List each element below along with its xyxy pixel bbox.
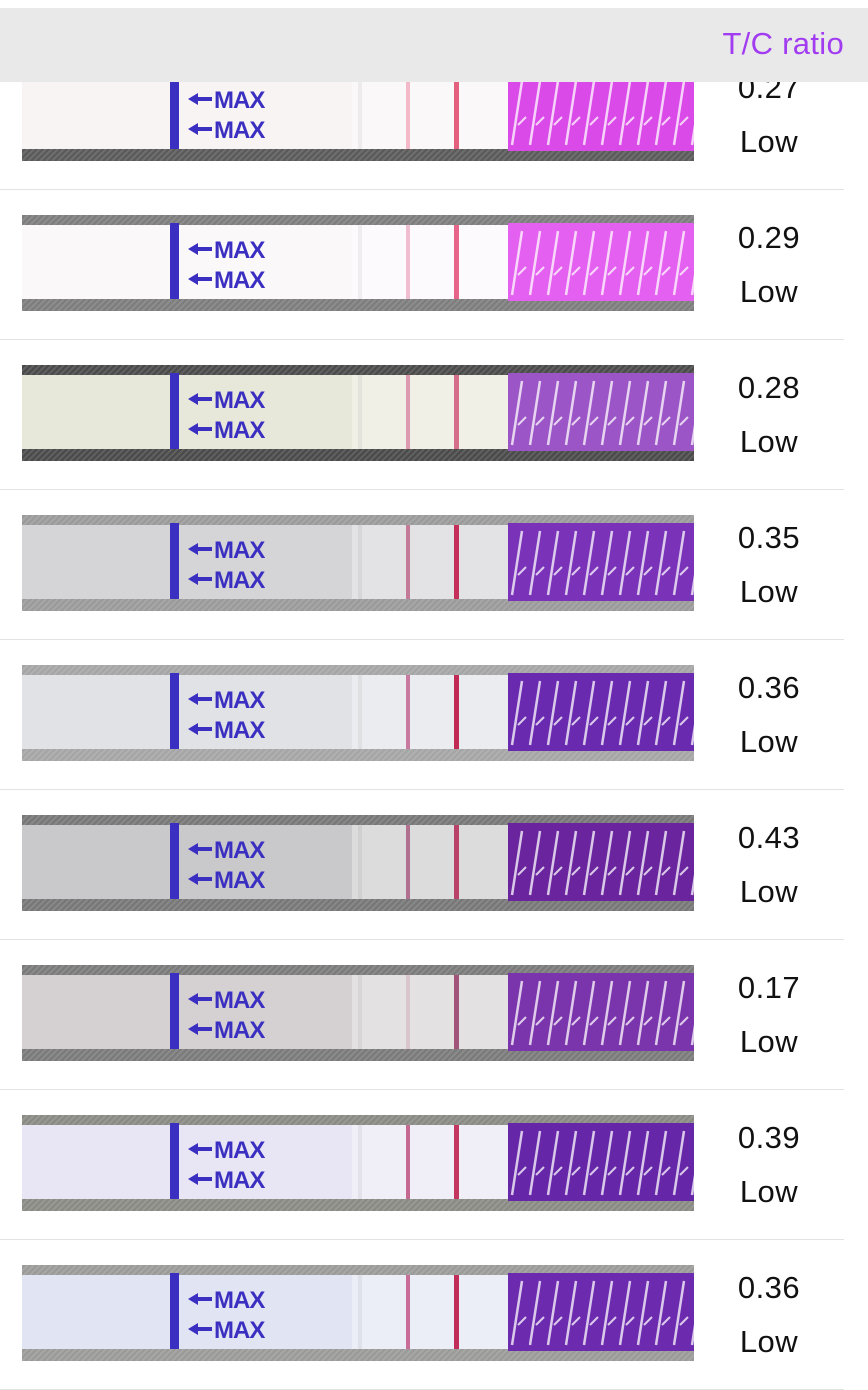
tc-ratio-value: 0.39 <box>737 1120 801 1155</box>
row-divider <box>0 789 844 790</box>
list-item[interactable]: MAX MAX 0.29 Low <box>0 190 868 340</box>
strip-body: MAX MAX <box>22 823 694 901</box>
svg-text:MAX: MAX <box>214 267 265 294</box>
svg-text:MAX: MAX <box>214 1287 265 1314</box>
level-label: Low <box>739 1324 799 1359</box>
level-label: Low <box>739 274 799 309</box>
svg-text:MAX: MAX <box>214 1137 265 1164</box>
test-line <box>406 525 410 599</box>
strip-body: MAX MAX <box>22 1123 694 1201</box>
test-line <box>406 1275 410 1349</box>
list-item[interactable]: MAX MAX 0.17 Low <box>0 940 868 1090</box>
test-line <box>406 225 410 299</box>
strip-body: MAX MAX <box>22 523 694 601</box>
svg-text:MAX: MAX <box>214 1017 265 1044</box>
header-bar: T/C ratio <box>0 8 868 82</box>
test-strip-image: MAX MAX <box>22 815 694 911</box>
level-label: Low <box>739 424 799 459</box>
test-line <box>406 825 410 899</box>
svg-text:MAX: MAX <box>214 1317 265 1344</box>
row-divider <box>0 1239 844 1240</box>
svg-text:MAX: MAX <box>214 1167 265 1194</box>
svg-text:MAX: MAX <box>214 417 265 444</box>
svg-text:MAX: MAX <box>214 237 265 264</box>
level-label: Low <box>739 574 799 609</box>
row-divider <box>0 939 844 940</box>
tc-ratio-value: 0.36 <box>737 670 801 705</box>
level-label: Low <box>739 1024 799 1059</box>
svg-text:MAX: MAX <box>214 987 265 1014</box>
strip-body: MAX MAX <box>22 973 694 1051</box>
svg-text:MAX: MAX <box>214 717 265 744</box>
control-line <box>454 825 459 899</box>
strip-body: MAX MAX <box>22 223 694 301</box>
list-item[interactable]: MAX MAX 0.28 Low <box>0 340 868 490</box>
test-line <box>406 675 410 749</box>
svg-text:MAX: MAX <box>214 537 265 564</box>
test-strip-image: MAX MAX <box>22 665 694 761</box>
svg-text:MAX: MAX <box>214 117 265 144</box>
test-strip-image: MAX MAX <box>22 365 694 461</box>
test-strip-image: MAX MAX <box>22 1115 694 1211</box>
control-line <box>454 225 459 299</box>
test-strip-image: MAX MAX <box>22 215 694 311</box>
svg-text:MAX: MAX <box>214 387 265 414</box>
svg-text:MAX: MAX <box>214 867 265 894</box>
control-line <box>454 1275 459 1349</box>
svg-text:MAX: MAX <box>214 687 265 714</box>
strip-body: MAX MAX <box>22 73 694 151</box>
column-header-tc-ratio[interactable]: T/C ratio <box>722 26 844 61</box>
tc-ratio-value: 0.28 <box>737 370 801 405</box>
list-item[interactable]: MAX MAX 0.36 Low <box>0 640 868 790</box>
strip-body: MAX MAX <box>22 673 694 751</box>
level-label: Low <box>739 724 799 759</box>
list-item[interactable]: MAX MAX 0.36 Low <box>0 1240 868 1390</box>
list-item[interactable]: MAX MAX 0.35 Low <box>0 490 868 640</box>
tc-ratio-value: 0.17 <box>737 970 801 1005</box>
level-label: Low <box>739 874 799 909</box>
list-item[interactable]: MAX MAX 0.43 Low <box>0 790 868 940</box>
level-label: Low <box>739 124 799 159</box>
control-line <box>454 525 459 599</box>
level-label: Low <box>739 1174 799 1209</box>
control-line <box>454 375 459 449</box>
svg-text:MAX: MAX <box>214 87 265 114</box>
test-line <box>406 975 410 1049</box>
test-strip-image: MAX MAX <box>22 515 694 611</box>
tc-ratio-value: 0.35 <box>737 520 801 555</box>
svg-text:MAX: MAX <box>214 567 265 594</box>
control-line <box>454 675 459 749</box>
row-divider <box>0 639 844 640</box>
strip-body: MAX MAX <box>22 1273 694 1351</box>
control-line <box>454 1125 459 1199</box>
control-line <box>454 75 459 149</box>
tc-ratio-value: 0.36 <box>737 1270 801 1305</box>
test-line <box>406 375 410 449</box>
list-item[interactable]: MAX MAX 0.39 Low <box>0 1090 868 1240</box>
svg-text:MAX: MAX <box>214 837 265 864</box>
test-strip-image: MAX MAX <box>22 1265 694 1361</box>
test-strip-image: MAX MAX <box>22 965 694 1061</box>
row-divider <box>0 189 844 190</box>
tc-ratio-value: 0.29 <box>737 220 801 255</box>
tc-ratio-value: 0.43 <box>737 820 801 855</box>
test-line <box>406 75 410 149</box>
row-divider <box>0 1089 844 1090</box>
test-line <box>406 1125 410 1199</box>
control-line <box>454 975 459 1049</box>
row-divider <box>0 339 844 340</box>
strip-body: MAX MAX <box>22 373 694 451</box>
row-divider <box>0 489 844 490</box>
